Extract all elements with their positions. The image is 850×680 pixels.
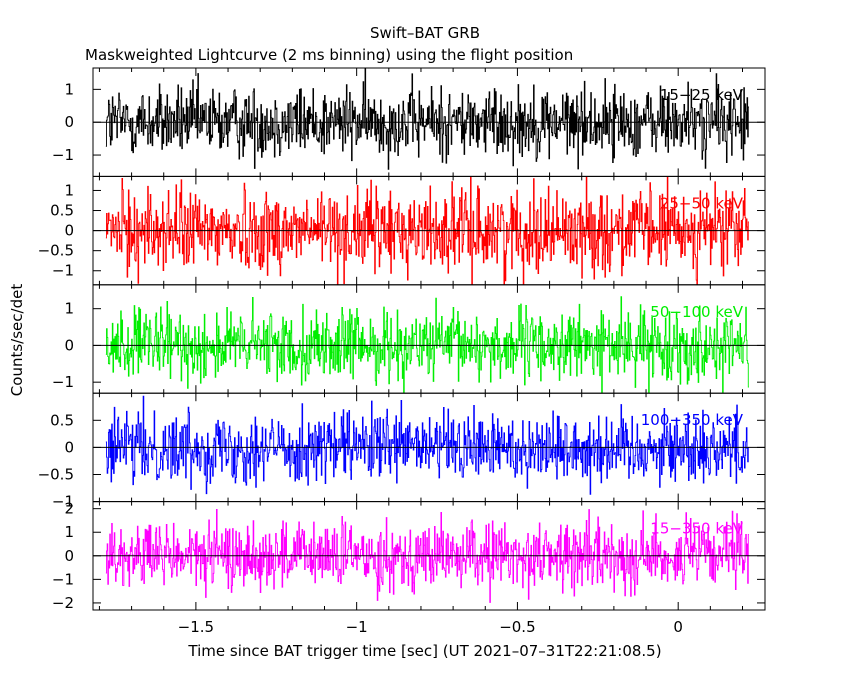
y-tick-label: −1: [52, 373, 74, 391]
band-label: 15−350 keV: [650, 520, 743, 538]
panel-4: 0.5 0 −0.5 −1 100−350 keV: [38, 392, 766, 511]
y-tick-label: 0: [64, 547, 74, 565]
y-tick-label: −1: [52, 262, 74, 280]
y-tick-label: −1: [52, 570, 74, 588]
y-tick-label: 2: [64, 500, 74, 518]
y-tick-label: 1: [64, 523, 74, 541]
lightcurve-series-1: [105, 68, 749, 170]
panel-frame: [92, 284, 766, 394]
y-axis-label: Counts/sec/det: [8, 284, 26, 397]
band-label: 50−100 keV: [650, 303, 743, 321]
chart-subtitle: Maskweighted Lightcurve (2 ms binning) u…: [85, 46, 573, 64]
y-tick-label: 0: [64, 222, 74, 240]
x-axis-label: Time since BAT trigger time [sec] (UT 20…: [187, 642, 661, 660]
panel-3: 1 0 −1 50−100 keV: [52, 284, 766, 394]
y-tick-label: 1: [64, 300, 74, 318]
panel-2: 1 0.5 0 −0.5 −1 25−50 keV: [38, 175, 766, 286]
x-tick-label: −1: [346, 618, 368, 636]
y-tick-label: 0: [64, 336, 74, 354]
band-label: 25−50 keV: [660, 194, 744, 212]
y-tick-label: 1: [64, 181, 74, 199]
lightcurve-series-5: [105, 508, 749, 603]
band-label: 100−350 keV: [641, 411, 744, 429]
y-tick-label: −1: [52, 493, 74, 511]
panels-group: 1 0 −1 15−25 keV 1 0.5 0 −0.5 −1 25−50 keV 1 0 −1 50−…: [38, 67, 766, 636]
panel-1: 1 0 −1 15−25 keV: [52, 67, 766, 177]
y-tick-label: 0: [64, 113, 74, 131]
lightcurve-series-3: [105, 296, 749, 393]
x-tick-label: 0: [673, 618, 683, 636]
y-tick-label: −0.5: [38, 242, 74, 260]
x-tick-label: −1.5: [178, 618, 214, 636]
chart-title: Swift–BAT GRB: [370, 24, 480, 42]
y-tick-label: −0.5: [38, 466, 74, 484]
y-tick-label: −2: [52, 594, 74, 612]
y-tick-label: 0.5: [50, 202, 74, 220]
y-tick-label: 0: [64, 438, 74, 456]
panel-5: 2 1 0 −1 −2 15−350 keV: [52, 500, 766, 612]
y-tick-label: −1: [52, 146, 74, 164]
band-label: 15−25 keV: [660, 86, 744, 104]
lightcurve-series-2: [105, 176, 749, 285]
y-tick-label: 1: [64, 80, 74, 98]
y-tick-label: 0.5: [50, 411, 74, 429]
x-tick-label: −0.5: [499, 618, 535, 636]
